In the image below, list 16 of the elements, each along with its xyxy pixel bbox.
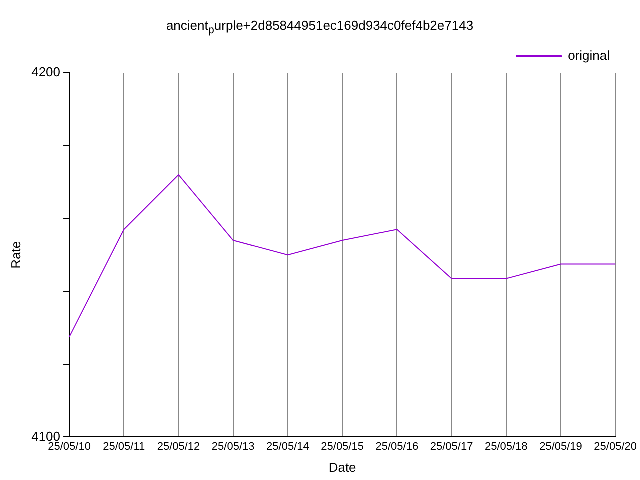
x-tick-label: 25/05/16 — [376, 440, 419, 453]
x-tick-label: 25/05/18 — [484, 440, 528, 453]
x-tick-label: 25/05/11 — [103, 440, 146, 453]
x-tick-label: 25/05/12 — [157, 440, 200, 453]
y-axis-title: Rate — [8, 241, 24, 269]
x-tick-label: 25/05/19 — [540, 440, 582, 453]
x-tick-label: 25/05/17 — [430, 440, 474, 453]
y-tick-label: 4200 — [32, 64, 61, 80]
x-tick-label: 25/05/10 — [48, 440, 91, 453]
x-axis-title: Date — [328, 460, 356, 475]
x-tick-label: 25/05/14 — [266, 440, 310, 453]
x-tick-label: 25/05/15 — [321, 440, 364, 453]
x-tick-label: 25/05/20 — [594, 440, 638, 453]
legend-label: original — [568, 48, 610, 64]
chart-title: ancient$_{p}$urple+2d85844951ec169d934c0fef4b2e7143 — [165, 18, 475, 37]
x-tick-label: 25/05/13 — [212, 440, 255, 453]
